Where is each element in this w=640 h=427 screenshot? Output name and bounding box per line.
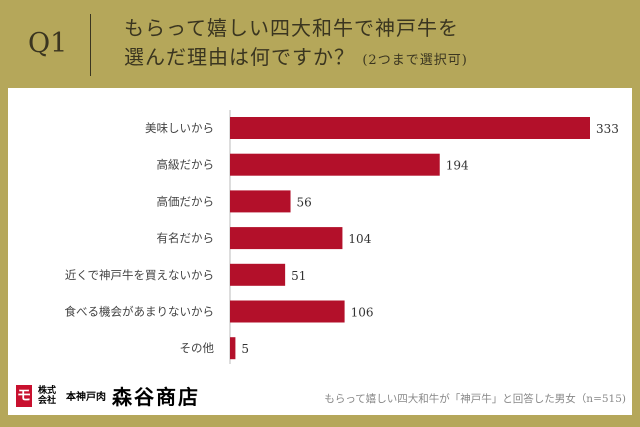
title-line-2: 選んだ理由は何ですか？ xyxy=(124,45,355,69)
value-label: 333 xyxy=(596,122,619,136)
category-label: 高級だから xyxy=(157,158,215,172)
value-label: 51 xyxy=(291,269,306,283)
bar xyxy=(230,227,343,250)
title-note: (2つまで選択可) xyxy=(362,53,468,68)
value-label: 104 xyxy=(348,232,371,246)
category-label: 近くで神戸牛を買えないから xyxy=(65,268,214,282)
bar xyxy=(230,263,286,286)
category-label: その他 xyxy=(180,341,215,355)
category-label: 高価だから xyxy=(157,194,215,208)
logo-mark-icon: モ xyxy=(16,384,32,407)
bar xyxy=(230,300,345,323)
value-label: 5 xyxy=(241,342,249,356)
value-label: 106 xyxy=(351,306,374,320)
chart-panel xyxy=(8,88,632,415)
bar xyxy=(230,153,440,176)
question-number: Q1 xyxy=(28,28,68,59)
bar xyxy=(230,337,236,360)
logo-name: 森谷商店 xyxy=(112,385,200,409)
category-label: 食べる機会があまりないから xyxy=(65,305,215,319)
value-label: 194 xyxy=(446,159,469,173)
bar xyxy=(230,190,291,213)
company-logo: モ 株式会社 本神戸肉 森谷商店 xyxy=(16,381,200,410)
category-label: 有名だから xyxy=(157,231,215,245)
page-title: もらって嬉しい四大和牛で神戸牛を 選んだ理由は何ですか？ (2つまで選択可) xyxy=(124,14,468,75)
bar xyxy=(230,117,590,139)
logo-small-text: 株式会社 xyxy=(38,385,57,406)
logo-sub-text: 本神戸肉 xyxy=(66,392,106,403)
category-label: 美味しいから xyxy=(145,121,214,135)
value-label: 56 xyxy=(297,195,312,209)
title-line-1: もらって嬉しい四大和牛で神戸牛を xyxy=(124,16,459,40)
footnote: もらって嬉しい四大和牛が「神戸牛」と回答した男女（n=515) xyxy=(324,393,626,405)
divider xyxy=(90,14,91,76)
